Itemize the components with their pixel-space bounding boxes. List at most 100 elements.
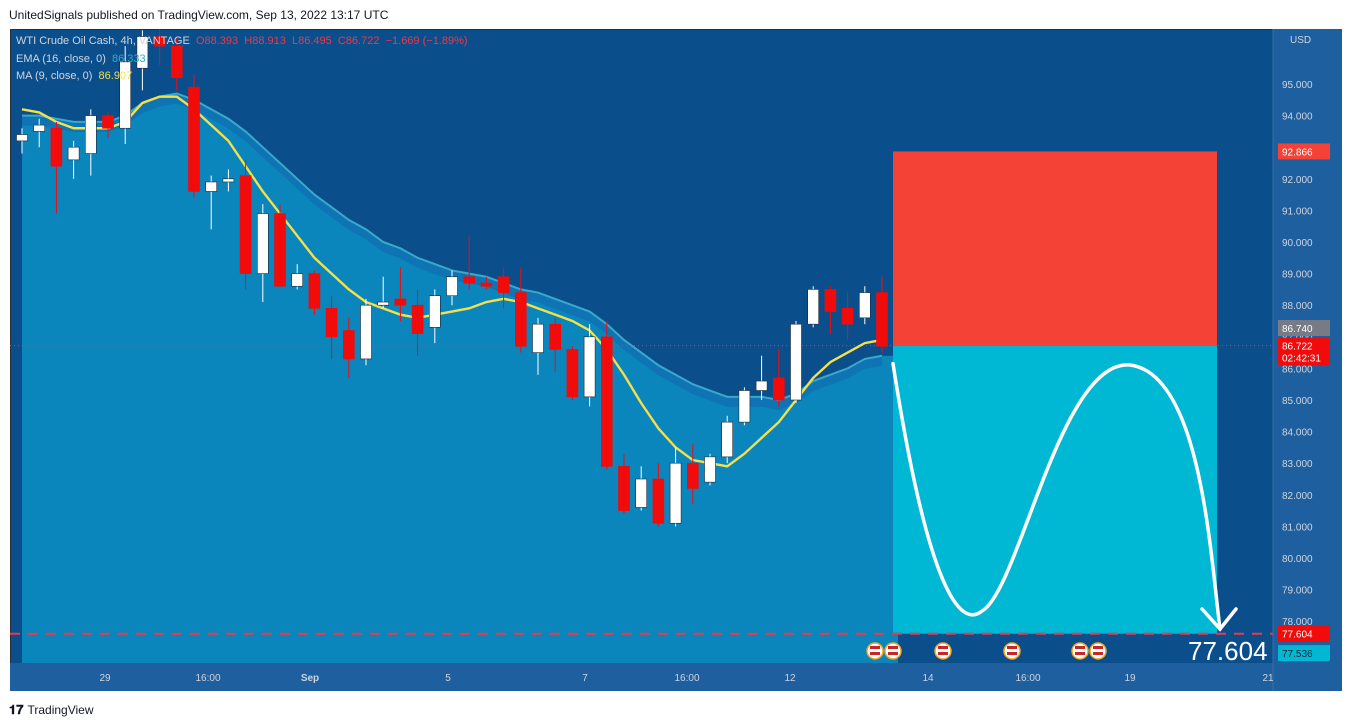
target2-price-tag: 77.536 [1282,649,1313,660]
x-tick-label: 21 [1262,673,1274,684]
x-tick-label: 5 [445,673,451,684]
x-tick-label: 12 [784,673,796,684]
candle [428,289,441,344]
footer: 𝟏𝟕 TradingView [9,702,94,718]
candle [532,317,544,375]
stop-price-tag: 92.866 [1282,147,1313,158]
candle [394,267,407,321]
flag-stripe [888,646,898,649]
candle-body [308,273,321,309]
candle [411,289,424,356]
prev-price-tag-bg [1278,320,1330,337]
candle [239,159,252,290]
target-big-label: 77.604 [1188,636,1268,666]
footer-brand: TradingView [27,703,94,717]
candle [360,298,372,366]
candle-body [755,380,768,391]
candle-body [514,292,527,347]
candle [652,463,665,527]
candle-body [428,295,441,328]
us-event-flag-icon [1003,642,1021,660]
candle [807,286,820,328]
publish-header: UnitedSignals published on TradingView.c… [9,8,389,22]
candle-body [669,462,682,524]
legend-low: L86.495 [291,35,332,47]
y-tick-label: 79.000 [1282,586,1313,597]
flag-stripe [870,652,880,655]
price-chart[interactable]: USD95.00094.00093.00092.00091.00090.0008… [10,29,1342,691]
target-price-tag: 77.604 [1282,630,1313,641]
target2-price-tag-bg [1278,645,1330,662]
ema-band-layer [22,92,898,664]
position-tool-layer [10,151,1273,635]
candle-body [618,466,630,511]
candle [858,286,871,325]
currency-label: USD [1290,35,1311,46]
x-tick-label: 29 [99,673,111,684]
candle-body [738,390,751,423]
stop-loss-zone [893,151,1217,346]
legend-ma-value: 86.907 [98,70,133,82]
y-tick-label: 90.000 [1282,238,1313,249]
candle [377,276,390,309]
candle [600,321,613,470]
us-event-flag-icon [1071,642,1089,660]
flag-stripe [1075,652,1085,655]
us-event-flag-icon [1089,642,1107,660]
candle [257,204,269,303]
candle-body [325,308,338,338]
tradingview-logo-icon: 𝟏𝟕 [9,702,24,717]
candle-body [360,304,372,360]
candle-body [274,213,286,287]
candle-body [85,115,97,154]
legend-row-ma: MA (9, close, 0) 86.907 [16,70,132,82]
flag-circle [1071,642,1089,660]
candle [291,264,304,290]
candle-body [291,273,304,287]
candle [205,175,217,230]
candle-body [600,336,613,467]
candle-body [67,146,80,161]
flag-circle [866,642,884,660]
y-tick-label: 89.000 [1282,270,1313,281]
legend-row-ema: EMA (16, close, 0) 86.333 [16,53,146,65]
legend-high: H88.913 [244,35,286,47]
candle-body [257,213,269,274]
flag-stripe [1007,646,1017,649]
candle [446,270,458,306]
candle-body [721,421,734,458]
flag-stripe [1093,646,1103,649]
legend-ma: MA (9, close, 0) [16,70,93,82]
flag-stripe [1007,652,1017,655]
candle-body [50,127,63,167]
candle [153,29,166,66]
candle-body [790,323,802,401]
y-tick-label: 91.000 [1282,206,1313,217]
candle-body [704,456,716,483]
target-price-tag-bg [1278,625,1330,642]
flag-stripe [888,652,898,655]
y-tick-label: 86.000 [1282,364,1313,375]
candle [721,415,734,464]
candle [222,169,235,192]
candle [497,267,510,309]
x-tick-label: Sep [301,673,319,684]
candle [67,140,80,179]
ma-line [21,95,883,468]
candle-body [549,323,562,350]
y-tick-label: 95.000 [1282,80,1313,91]
candle-body [377,301,390,306]
candle [102,112,114,138]
moving-average-layer [21,95,883,468]
flag-stripe [1093,652,1103,655]
candle [824,286,837,334]
candle-body [411,304,424,334]
legend-ema-value: 86.333 [112,53,146,65]
x-tick-label: 14 [922,673,934,684]
legend-symbol: WTI Crude Oil Cash, 4h, VANTAGE [16,35,190,47]
candle [136,30,149,91]
us-event-flag-icon [884,642,902,660]
candle [618,453,630,514]
candle-body [876,292,888,347]
candle-body [188,86,200,192]
